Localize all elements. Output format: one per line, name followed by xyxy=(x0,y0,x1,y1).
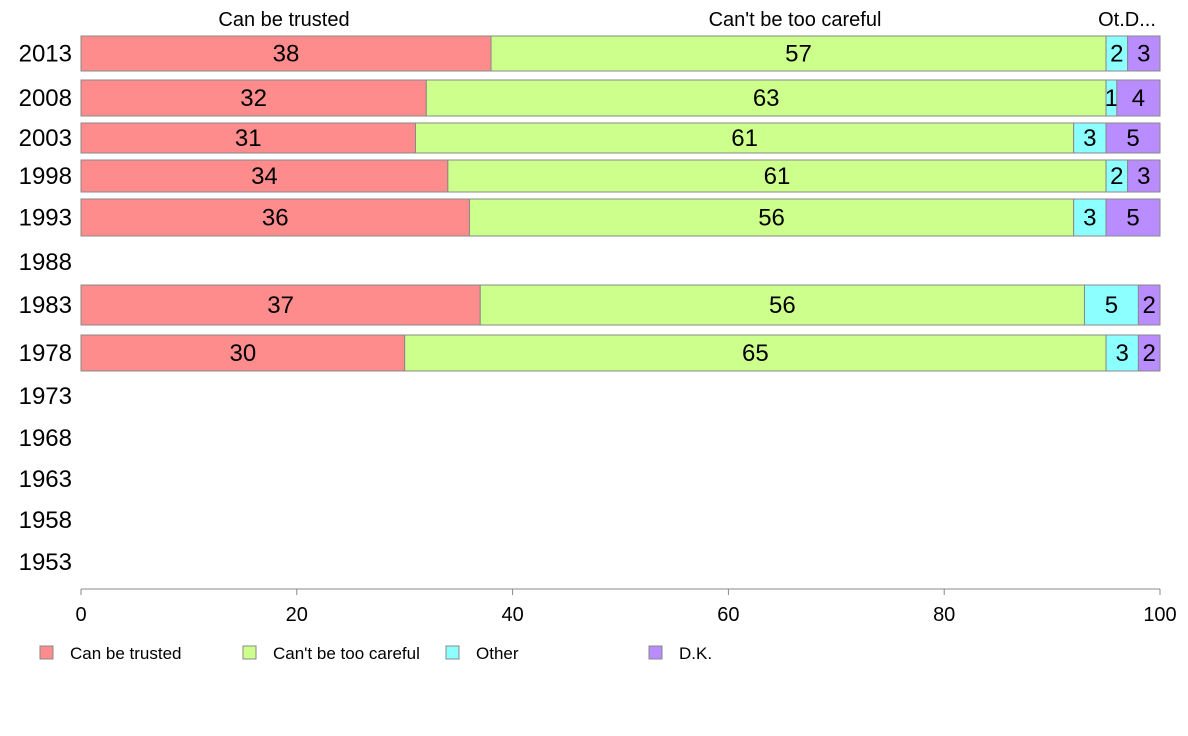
legend: Can be trusted Can't be too careful Other D… xyxy=(39,644,712,663)
data-label-1993-series-1: 56 xyxy=(758,205,785,232)
data-label-1993-series-3: 5 xyxy=(1126,205,1139,232)
top-label-careful: Can't be too careful xyxy=(709,9,882,31)
data-label-1983-series-2: 5 xyxy=(1105,292,1118,319)
data-label-2003-series-1: 61 xyxy=(731,125,758,152)
bar-1978-series-1 xyxy=(404,334,1107,372)
data-label-2003-series-0: 31 xyxy=(235,125,262,152)
data-label-1993-series-0: 36 xyxy=(262,205,289,232)
data-label-2003-series-2: 3 xyxy=(1083,125,1096,152)
bar-2008-series-1 xyxy=(425,79,1107,117)
bar-2003-series-3 xyxy=(1105,122,1161,154)
year-label-2008: 2008 xyxy=(19,85,72,112)
x-tick-label-40: 40 xyxy=(501,604,523,626)
bar-1983-series-3 xyxy=(1137,284,1161,326)
year-labels: 2013 2008 2003 1998 1993 1988 1983 1978 1973 1968… xyxy=(19,41,72,577)
legend-swatch-3 xyxy=(648,645,663,660)
bar-1993-series-0 xyxy=(80,198,470,237)
top-labels: Can be trusted Can't be too careful Ot.D… xyxy=(218,9,1156,31)
top-label-trusted: Can be trusted xyxy=(218,9,349,31)
data-label-2013-series-1: 57 xyxy=(785,41,812,68)
bar-1993-series-3 xyxy=(1105,198,1161,237)
year-label-1953: 1953 xyxy=(19,549,72,576)
legend-label-3: D.K. xyxy=(679,644,712,663)
bar-1998-series-3 xyxy=(1127,159,1161,193)
bar-1978-series-3 xyxy=(1137,334,1161,372)
legend-label-0: Can be trusted xyxy=(70,644,182,663)
x-tick-label-100: 100 xyxy=(1143,604,1176,626)
bar-1993-series-2 xyxy=(1073,198,1107,237)
data-label-1983-series-0: 37 xyxy=(267,292,294,319)
data-label-1978-series-1: 65 xyxy=(742,340,769,367)
data-label-2013-series-3: 3 xyxy=(1137,41,1150,68)
data-label-2008-series-3: 4 xyxy=(1132,85,1145,112)
data-label-2013-series-0: 38 xyxy=(273,41,300,68)
bar-1998-series-1 xyxy=(447,159,1107,193)
legend-swatch-0 xyxy=(39,645,54,660)
x-axis: 0 20 40 60 80 100 xyxy=(75,588,1177,626)
data-label-1993-series-2: 3 xyxy=(1083,205,1096,232)
bar-2003-series-1 xyxy=(414,122,1075,154)
data-label-1998-series-0: 34 xyxy=(251,163,278,190)
data-label-1978-series-2: 3 xyxy=(1116,340,1129,367)
legend-label-1: Can't be too careful xyxy=(273,644,420,663)
legend-swatch-2 xyxy=(445,645,460,660)
year-label-1983: 1983 xyxy=(19,292,72,319)
bar-2008-series-3 xyxy=(1116,79,1161,117)
year-label-1993: 1993 xyxy=(19,205,72,232)
bar-2008-series-0 xyxy=(80,79,427,117)
year-label-1978: 1978 xyxy=(19,340,72,367)
bar-1993-series-1 xyxy=(468,198,1075,237)
data-label-1983-series-3: 2 xyxy=(1143,292,1156,319)
year-label-1968: 1968 xyxy=(19,425,72,452)
year-label-1988: 1988 xyxy=(19,249,72,276)
legend-swatch-1 xyxy=(242,645,257,660)
data-label-1978-series-0: 30 xyxy=(229,340,256,367)
year-label-1958: 1958 xyxy=(19,507,72,534)
year-label-2013: 2013 xyxy=(19,41,72,68)
year-label-1998: 1998 xyxy=(19,163,72,190)
bar-2013-series-0 xyxy=(80,35,492,72)
data-label-2003-series-3: 5 xyxy=(1126,125,1139,152)
data-label-1978-series-3: 2 xyxy=(1143,340,1156,367)
bar-2013-series-3 xyxy=(1127,35,1161,72)
legend-label-2: Other xyxy=(476,644,519,663)
x-tick-label-80: 80 xyxy=(933,604,955,626)
x-tick-label-0: 0 xyxy=(75,604,86,626)
bar-2013-series-1 xyxy=(490,35,1107,72)
data-label-2008-series-2: 1 xyxy=(1105,85,1118,112)
bars: 38 57 2 332 63 1 431 61 3 534 61 2 336 56 3 537 56 5 230 65… xyxy=(80,35,1161,372)
data-label-1983-series-1: 56 xyxy=(769,292,796,319)
x-tick-label-60: 60 xyxy=(717,604,739,626)
data-label-2008-series-0: 32 xyxy=(240,85,267,112)
bar-1983-series-0 xyxy=(80,284,481,326)
year-label-1963: 1963 xyxy=(19,466,72,493)
x-tick-label-20: 20 xyxy=(286,604,308,626)
data-label-1998-series-3: 3 xyxy=(1137,163,1150,190)
top-label-other-dk: Ot.D... xyxy=(1098,9,1156,31)
year-label-1973: 1973 xyxy=(19,383,72,410)
year-label-2003: 2003 xyxy=(19,125,72,152)
data-label-1998-series-1: 61 xyxy=(764,163,791,190)
bar-1998-series-0 xyxy=(80,159,449,193)
bar-2003-series-0 xyxy=(80,122,416,154)
bar-1983-series-1 xyxy=(479,284,1085,326)
data-label-2013-series-2: 2 xyxy=(1110,41,1123,68)
data-label-1998-series-2: 2 xyxy=(1110,163,1123,190)
data-label-2008-series-1: 63 xyxy=(753,85,780,112)
bar-1978-series-0 xyxy=(80,334,406,372)
